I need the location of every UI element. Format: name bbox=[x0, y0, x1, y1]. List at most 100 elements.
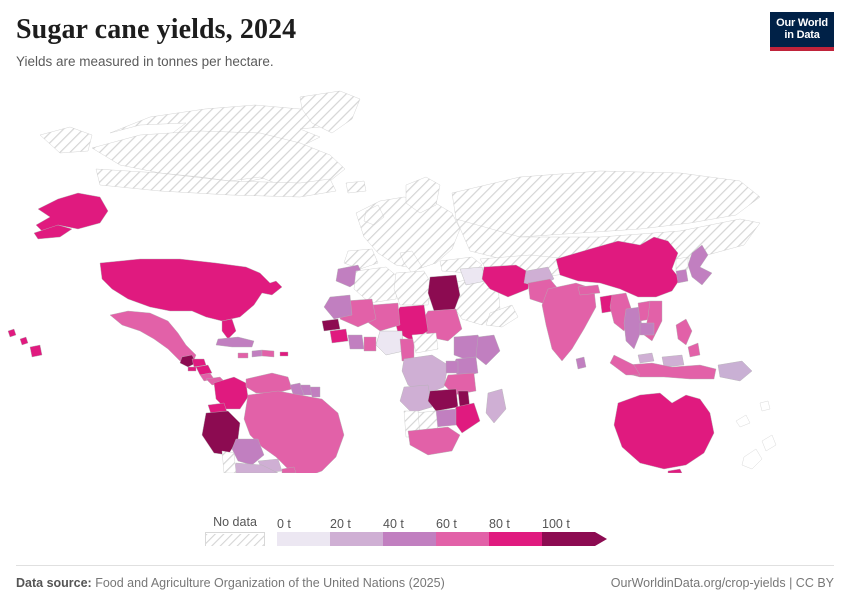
legend-bin-20-40[interactable] bbox=[330, 532, 383, 546]
world-map-svg[interactable] bbox=[0, 73, 850, 473]
legend-bin-60-80[interactable] bbox=[436, 532, 489, 546]
country-uganda[interactable] bbox=[446, 361, 458, 373]
country-australia[interactable] bbox=[614, 393, 714, 469]
legend-no-data-group[interactable]: No data bbox=[205, 515, 265, 546]
data-source-label: Data source: bbox=[16, 576, 92, 590]
country-colombia[interactable] bbox=[214, 377, 248, 409]
region-group-africa bbox=[322, 265, 506, 455]
country-south-africa[interactable] bbox=[408, 427, 460, 455]
country-zambia[interactable] bbox=[428, 389, 458, 411]
country-french-guiana[interactable] bbox=[310, 387, 320, 397]
country-uk[interactable] bbox=[363, 204, 385, 225]
country-guinea[interactable] bbox=[330, 329, 348, 343]
legend-bin-0-20[interactable] bbox=[277, 532, 330, 546]
region-group-europe bbox=[343, 170, 761, 279]
country-haiti[interactable] bbox=[252, 350, 262, 357]
country-honduras[interactable] bbox=[192, 359, 206, 367]
country-indonesia-sumatra[interactable] bbox=[610, 355, 640, 375]
country-yemen-oman[interactable] bbox=[485, 304, 519, 327]
legend-no-data-swatch[interactable] bbox=[205, 532, 265, 546]
country-puerto-rico[interactable] bbox=[280, 352, 288, 356]
country-north-korea[interactable] bbox=[675, 256, 689, 271]
country-mozambique[interactable] bbox=[452, 403, 480, 433]
country-new-zealand[interactable] bbox=[741, 434, 777, 469]
region-hawaii[interactable] bbox=[8, 329, 42, 357]
country-india[interactable] bbox=[542, 283, 596, 361]
data-source: Data source: Food and Agriculture Organi… bbox=[16, 576, 445, 590]
country-us-florida[interactable] bbox=[222, 319, 236, 339]
legend-tick-20: 20 t bbox=[330, 517, 351, 531]
legend-scale-group[interactable]: 0 t 20 t 40 t 60 t 80 t 100 t bbox=[277, 515, 607, 546]
legend-tick-80: 80 t bbox=[489, 517, 510, 531]
country-cote-divoire[interactable] bbox=[348, 335, 364, 349]
country-canada-south[interactable] bbox=[95, 168, 337, 197]
country-argentina[interactable] bbox=[232, 463, 278, 473]
country-tasmania[interactable] bbox=[668, 469, 682, 473]
country-italy[interactable] bbox=[399, 250, 423, 273]
legend-color-bar[interactable] bbox=[277, 532, 607, 546]
legend-bin-100-plus[interactable] bbox=[542, 532, 595, 546]
region-group-no-data bbox=[39, 90, 361, 197]
region-group-asia bbox=[524, 237, 752, 381]
country-el-salvador[interactable] bbox=[188, 367, 196, 371]
world-map[interactable] bbox=[0, 73, 850, 509]
country-egypt[interactable] bbox=[428, 275, 460, 311]
owid-logo[interactable]: Our World in Data bbox=[770, 12, 834, 51]
country-venezuela[interactable] bbox=[246, 373, 292, 393]
country-alaska[interactable] bbox=[36, 193, 108, 233]
country-madagascar[interactable] bbox=[486, 389, 506, 423]
country-iran[interactable] bbox=[482, 265, 530, 297]
country-ghana[interactable] bbox=[364, 337, 376, 351]
legend-bin-40-60[interactable] bbox=[383, 532, 436, 546]
legend-tick-40: 40 t bbox=[383, 517, 404, 531]
country-nicaragua[interactable] bbox=[196, 365, 212, 375]
country-united-states[interactable] bbox=[100, 259, 282, 321]
country-sri-lanka[interactable] bbox=[576, 357, 586, 369]
country-iceland[interactable] bbox=[345, 180, 367, 193]
country-senegal[interactable] bbox=[322, 319, 340, 331]
country-indonesia[interactable] bbox=[624, 363, 716, 379]
legend-no-data-label: No data bbox=[213, 515, 257, 529]
country-philippines[interactable] bbox=[676, 319, 700, 357]
country-somalia[interactable] bbox=[476, 335, 500, 365]
country-cambodia[interactable] bbox=[640, 323, 654, 335]
country-new-caledonia[interactable] bbox=[735, 414, 751, 427]
country-south-korea[interactable] bbox=[676, 269, 688, 283]
legend-tick-labels: 0 t 20 t 40 t 60 t 80 t 100 t bbox=[277, 515, 607, 532]
country-spain-portugal[interactable] bbox=[343, 248, 379, 269]
legend-tick-0: 0 t bbox=[277, 517, 291, 531]
attribution-link[interactable]: OurWorldinData.org/crop-yields | CC BY bbox=[610, 576, 834, 590]
country-uruguay[interactable] bbox=[282, 467, 296, 473]
country-malaysia[interactable] bbox=[638, 353, 684, 367]
country-nigeria[interactable] bbox=[376, 331, 404, 355]
country-japan[interactable] bbox=[688, 245, 712, 285]
no-data-hatch-icon bbox=[206, 534, 264, 546]
map-legend: No data 0 t 2 bbox=[0, 509, 850, 565]
country-alaska-north[interactable] bbox=[39, 126, 93, 153]
country-fiji[interactable] bbox=[759, 400, 771, 411]
country-nepal[interactable] bbox=[578, 285, 600, 295]
country-cuba[interactable] bbox=[216, 337, 254, 347]
country-algeria[interactable] bbox=[353, 266, 399, 303]
legend-arrow-icon bbox=[595, 532, 607, 546]
chart-footer: Data source: Food and Agriculture Organi… bbox=[16, 565, 834, 600]
country-alaska-aleutians[interactable] bbox=[34, 225, 72, 239]
country-jamaica[interactable] bbox=[238, 353, 248, 358]
country-dominican-republic[interactable] bbox=[262, 350, 274, 357]
country-angola[interactable] bbox=[400, 385, 432, 413]
country-scandinavia[interactable] bbox=[405, 176, 441, 213]
country-greenland[interactable] bbox=[299, 90, 361, 133]
legend-bin-80-100[interactable] bbox=[489, 532, 542, 546]
country-papua-new-guinea[interactable] bbox=[718, 361, 752, 381]
country-guatemala[interactable] bbox=[180, 355, 196, 367]
region-group-north-america bbox=[8, 193, 288, 385]
country-chile[interactable] bbox=[221, 450, 237, 473]
chart-subtitle: Yields are measured in tonnes per hectar… bbox=[16, 54, 274, 70]
country-libya[interactable] bbox=[393, 270, 433, 305]
region-group-south-america bbox=[202, 373, 344, 473]
region-group-oceania bbox=[614, 393, 777, 473]
country-central-african-republic[interactable] bbox=[411, 332, 439, 353]
legend-tick-60: 60 t bbox=[436, 517, 457, 531]
country-mauritania[interactable] bbox=[324, 295, 352, 319]
